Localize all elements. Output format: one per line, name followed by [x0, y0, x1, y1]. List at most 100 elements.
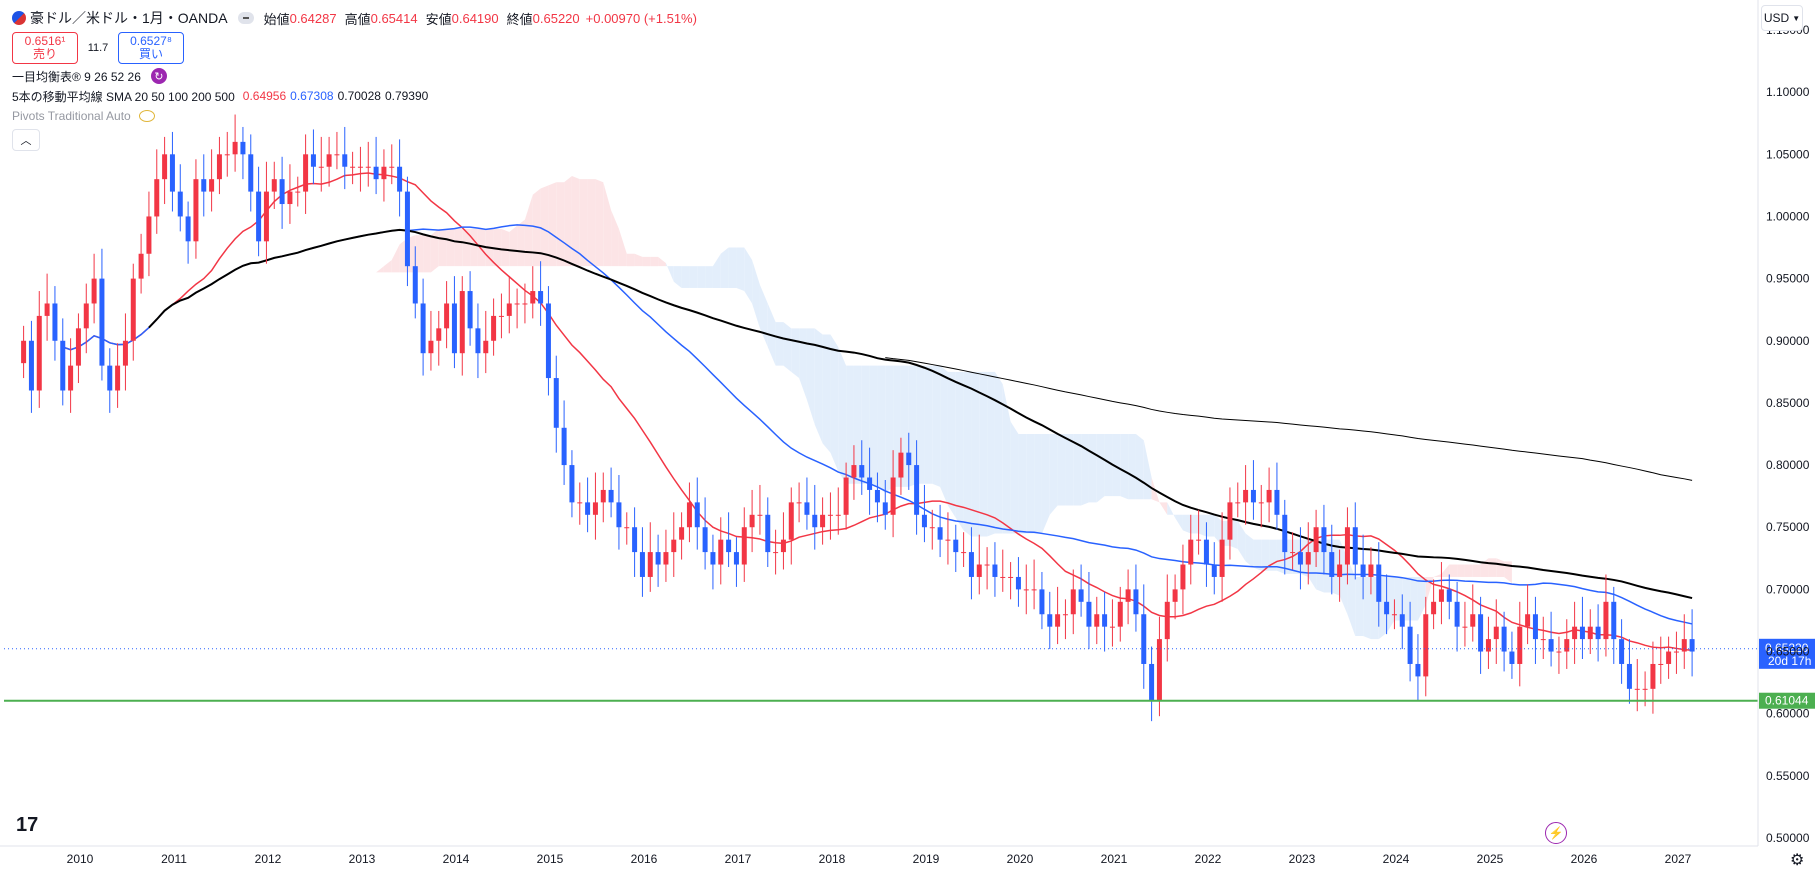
candle-body [538, 291, 544, 304]
cloud-segment [916, 365, 925, 484]
candle-body [655, 552, 661, 565]
candle-body [726, 539, 732, 553]
candle-body [929, 527, 935, 529]
candle-body [882, 502, 888, 515]
cloud-segment [1355, 576, 1364, 636]
cloud-segment [344, 303, 353, 323]
close-value: 0.65220 [532, 10, 580, 26]
candle-body [1423, 614, 1429, 677]
sma-legend[interactable]: 5本の移動平均線 SMA 20 50 100 200 500 0.64956 0… [12, 86, 697, 106]
cloud-segment [454, 228, 463, 267]
cloud-segment [423, 235, 431, 273]
sma-label: 5本の移動平均線 SMA 20 50 100 200 500 [12, 89, 235, 104]
y-tick-label: 0.90000 [1766, 334, 1810, 348]
candle-body [1454, 601, 1460, 627]
x-tick-label: 2013 [349, 852, 376, 866]
candle-body [663, 552, 669, 565]
candle-body [436, 328, 442, 341]
cloud-segment [1206, 514, 1215, 537]
candle-body [968, 552, 974, 577]
candle-body [318, 166, 324, 168]
buy-button[interactable]: 0.6527⁸ 買い [118, 32, 184, 64]
symbol-title[interactable]: 豪ドル／米ドル・1月・OANDA [30, 10, 228, 26]
cloud-segment [924, 365, 933, 484]
candle-body [624, 527, 630, 529]
candle-body [36, 315, 42, 391]
candle-body [757, 514, 763, 516]
candle-body [1000, 576, 1006, 578]
candle-body [710, 552, 716, 565]
candle-body [1407, 626, 1413, 664]
candlesticks[interactable] [21, 114, 1695, 722]
candle-body [263, 191, 269, 242]
cloud-segment [1088, 434, 1097, 503]
candle-body [107, 365, 113, 391]
candle-body [553, 378, 559, 428]
cloud-segment [1182, 514, 1191, 534]
cloud-segment [1457, 564, 1465, 577]
x-tick-label: 2019 [913, 852, 940, 866]
currency-flag-icon [12, 11, 26, 25]
flash-icon[interactable]: ⚡ [1545, 822, 1567, 844]
candle-body [279, 179, 285, 205]
cloud-segment [1480, 558, 1489, 577]
candle-body [397, 166, 403, 192]
cloud-segment [540, 185, 549, 267]
cloud-segment [822, 334, 831, 453]
x-tick-label: 2023 [1289, 852, 1316, 866]
high-label: 高値 [344, 11, 371, 27]
candle-body [1008, 576, 1014, 578]
collapse-legend-button[interactable]: ︿ [12, 129, 40, 151]
x-tick-label: 2020 [1007, 852, 1034, 866]
currency-button[interactable]: USD ▼ [1761, 5, 1803, 31]
pivots-legend[interactable]: Pivots Traditional Auto [12, 106, 697, 126]
market-status-icon[interactable] [237, 12, 254, 24]
cloud-segment [1112, 434, 1121, 497]
tradingview-logo-icon[interactable]: 17 [16, 814, 39, 836]
cloud-segment [971, 371, 980, 537]
candle-body [804, 502, 810, 515]
hidden-eye-icon[interactable] [138, 110, 155, 122]
cloud-segment [736, 247, 745, 292]
candle-body [271, 179, 277, 192]
cloud-segment [1143, 440, 1152, 500]
x-tick-label: 2014 [443, 852, 470, 866]
cloud-segment [947, 371, 956, 518]
cloud-segment [932, 365, 941, 487]
candle-body [1493, 626, 1499, 640]
candle-body [1650, 663, 1656, 689]
cloud-segment [626, 253, 635, 267]
candle-body [412, 266, 418, 304]
candle-body [1180, 564, 1186, 590]
cloud-segment [720, 247, 729, 288]
candle-body [44, 303, 50, 316]
candle-body [914, 465, 920, 515]
x-tick-label: 2017 [725, 852, 752, 866]
change-value: +0.00970 (+1.51%) [585, 10, 697, 26]
low-label: 安値 [425, 11, 452, 27]
y-tick-label: 0.60000 [1766, 707, 1810, 721]
ichimoku-legend[interactable]: 一目均衡表® 9 26 52 26 ↻ [12, 66, 697, 86]
cloud-segment [814, 328, 823, 444]
cloud-segment [775, 322, 784, 366]
cloud-segment [235, 353, 243, 366]
candle-body [749, 514, 755, 528]
cloud-segment [1010, 421, 1019, 534]
candle-body [937, 527, 943, 540]
candle-body [1384, 601, 1390, 615]
gear-icon[interactable]: ⚙ [1790, 852, 1805, 869]
open-value: 0.64287 [289, 10, 337, 26]
spread-value: 11.7 [87, 42, 109, 54]
x-tick-label: 2024 [1383, 852, 1410, 866]
sell-button[interactable]: 0.6516¹ 売り [12, 32, 78, 64]
candle-body [867, 477, 873, 490]
candle-body [467, 291, 473, 329]
candle-body [1579, 626, 1585, 640]
x-tick-label: 2025 [1477, 852, 1504, 866]
candle-body [303, 154, 309, 192]
candle-body [115, 365, 121, 391]
refresh-icon[interactable]: ↻ [150, 68, 167, 84]
cloud-segment [1394, 576, 1403, 621]
